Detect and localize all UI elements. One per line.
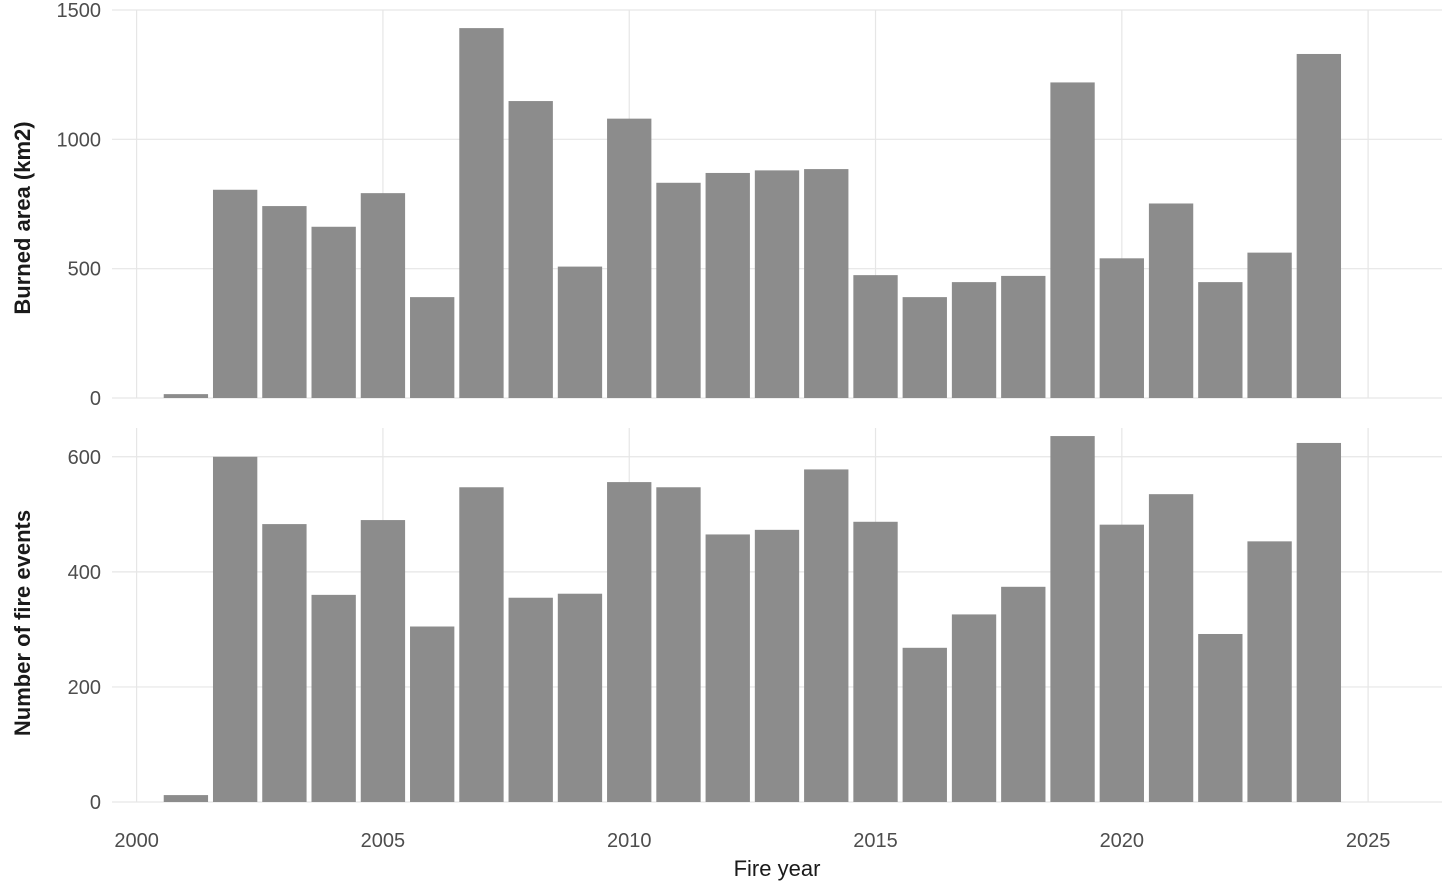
bar-2011 <box>656 487 701 802</box>
bar-2002 <box>212 456 258 802</box>
bar-2004 <box>311 594 356 802</box>
fire-events-panel: 0 200 400 600 2000 2005 2010 2015 2020 2025 <box>68 428 1442 852</box>
bar-2014 <box>804 469 849 802</box>
bar-2003 <box>262 524 307 802</box>
bar-2010 <box>607 118 652 398</box>
bar-2020 <box>1099 524 1144 802</box>
x-tick-label: 2005 <box>361 830 406 852</box>
bar-2014 <box>804 169 849 398</box>
bar-2003 <box>262 206 307 398</box>
bar-2022 <box>1198 633 1243 802</box>
bar-2019 <box>1050 82 1095 398</box>
bar-2017 <box>951 282 997 398</box>
y-axis-title-fire-events: Number of fire events <box>10 510 35 736</box>
bar-2017 <box>951 614 997 802</box>
x-axis-title: Fire year <box>734 856 821 881</box>
y-axis-title-burned-area: Burned area (km2) <box>10 121 35 314</box>
bar-2008 <box>508 101 553 399</box>
bar-2023 <box>1247 541 1292 802</box>
bar-2008 <box>508 597 553 802</box>
bar-2006 <box>410 626 455 802</box>
bar-2001 <box>163 795 209 802</box>
bar-2009 <box>557 266 603 398</box>
x-tick-label: 2025 <box>1346 830 1391 852</box>
burned-area-panel: 0 500 1000 1500 <box>57 0 1442 410</box>
bar-2005 <box>360 520 406 802</box>
bar-2013 <box>754 170 800 398</box>
y-tick-label: 400 <box>68 562 101 584</box>
bar-2016 <box>902 647 947 802</box>
bar-2013 <box>754 529 800 802</box>
y-tick-label: 0 <box>90 792 101 814</box>
x-tick-label: 2000 <box>114 830 159 852</box>
y-tick-label: 200 <box>68 677 101 699</box>
bar-2015 <box>853 521 898 802</box>
bar-2020 <box>1099 258 1144 398</box>
bar-2006 <box>410 297 455 398</box>
bar-2012 <box>705 534 750 802</box>
y-tick-label: 1000 <box>57 129 102 151</box>
bar-2019 <box>1050 436 1095 802</box>
bar-2007 <box>459 28 504 399</box>
bar-2010 <box>607 482 652 802</box>
x-tick-label: 2020 <box>1100 830 1145 852</box>
bar-2018 <box>1001 275 1046 398</box>
bar-2018 <box>1001 586 1046 802</box>
bar-2021 <box>1148 494 1194 802</box>
bar-2021 <box>1148 203 1194 398</box>
bar-2016 <box>902 297 947 398</box>
bar-2022 <box>1198 282 1243 398</box>
x-tick-label: 2015 <box>853 830 898 852</box>
y-tick-label: 0 <box>90 388 101 410</box>
y-tick-label: 500 <box>68 259 101 281</box>
bar-2007 <box>459 487 504 802</box>
bar-2015 <box>853 275 898 398</box>
bar-2002 <box>212 189 258 398</box>
bar-2023 <box>1247 252 1292 398</box>
bar-2009 <box>557 593 603 802</box>
bar-2001 <box>163 394 209 398</box>
bar-2004 <box>311 226 356 398</box>
bar-2012 <box>705 172 750 398</box>
bar-2024 <box>1296 53 1342 399</box>
x-tick-label: 2010 <box>607 830 652 852</box>
y-tick-label: 600 <box>68 447 101 469</box>
bar-2011 <box>656 182 701 398</box>
bar-2024 <box>1296 442 1342 802</box>
bar-2005 <box>360 193 406 398</box>
y-tick-label: 1500 <box>57 0 102 22</box>
